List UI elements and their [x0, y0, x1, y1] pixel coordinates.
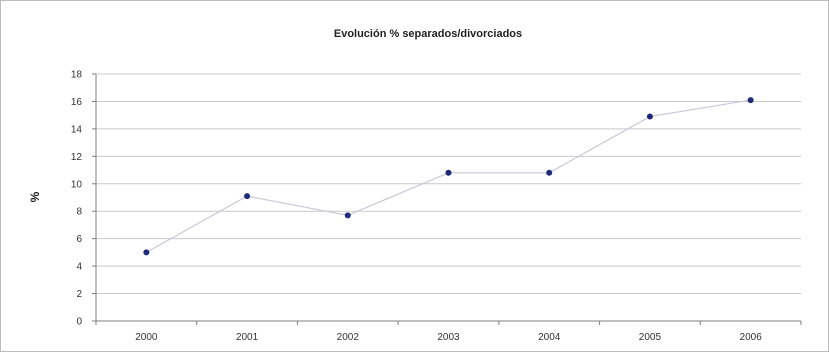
series: [143, 97, 754, 256]
y-tick-label: 4: [76, 262, 82, 273]
data-point: [646, 113, 653, 120]
x-tick-label: 2002: [337, 332, 360, 343]
data-point: [445, 169, 452, 176]
data-point: [244, 193, 251, 200]
data-point: [143, 249, 150, 256]
y-tick-label: 2: [76, 289, 82, 300]
y-tick-label: 14: [71, 124, 83, 135]
data-point: [747, 97, 754, 104]
x-tick-label: 2006: [740, 332, 763, 343]
x-tick-label: 2004: [538, 332, 561, 343]
x-tick-label: 2000: [135, 332, 158, 343]
data-point: [546, 169, 553, 176]
y-axis-label: %: [28, 191, 42, 202]
tick-labels: 0 2 4 6 8 10 12 14 16 18 2000 2001 2002 2003 2004 2005 2…: [71, 70, 762, 344]
gridlines: [96, 73, 801, 295]
y-tick-label: 16: [71, 97, 83, 108]
y-tick-label: 12: [71, 152, 83, 163]
y-tick-label: 10: [71, 179, 83, 190]
axes: [92, 73, 802, 325]
series-line: [146, 99, 751, 253]
data-point: [344, 212, 351, 219]
x-tick-label: 2005: [639, 332, 662, 343]
y-tick-label: 8: [76, 207, 82, 218]
y-tick-label: 0: [76, 317, 82, 328]
x-tick-label: 2003: [437, 332, 460, 343]
y-tick-label: 18: [71, 70, 83, 81]
x-tick-label: 2001: [236, 332, 259, 343]
y-tick-label: 6: [76, 234, 82, 245]
chart-title: Evolución % separados/divorciados: [334, 28, 522, 40]
